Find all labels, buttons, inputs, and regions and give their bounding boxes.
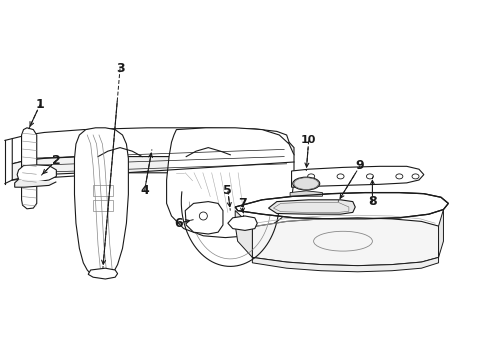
Text: 4: 4 bbox=[140, 184, 149, 197]
Text: 3: 3 bbox=[116, 62, 124, 75]
Polygon shape bbox=[252, 218, 439, 266]
Text: 8: 8 bbox=[368, 195, 377, 208]
Text: 2: 2 bbox=[52, 154, 61, 167]
Ellipse shape bbox=[293, 177, 320, 190]
Polygon shape bbox=[15, 179, 56, 187]
Polygon shape bbox=[167, 128, 294, 238]
Text: 9: 9 bbox=[356, 159, 365, 172]
Text: 5: 5 bbox=[223, 184, 232, 197]
Polygon shape bbox=[12, 128, 289, 164]
Text: 10: 10 bbox=[301, 135, 317, 145]
Polygon shape bbox=[228, 216, 257, 230]
Polygon shape bbox=[292, 166, 424, 187]
Polygon shape bbox=[88, 268, 118, 279]
Polygon shape bbox=[439, 210, 443, 257]
Polygon shape bbox=[235, 211, 252, 257]
Polygon shape bbox=[252, 257, 439, 272]
Polygon shape bbox=[185, 202, 223, 234]
Polygon shape bbox=[22, 128, 37, 209]
Text: 7: 7 bbox=[238, 197, 247, 210]
Text: 6: 6 bbox=[174, 217, 183, 230]
Polygon shape bbox=[12, 142, 294, 180]
Polygon shape bbox=[269, 200, 355, 214]
Polygon shape bbox=[235, 193, 448, 219]
Text: 1: 1 bbox=[36, 98, 45, 111]
Polygon shape bbox=[17, 165, 56, 182]
Polygon shape bbox=[290, 191, 322, 196]
Polygon shape bbox=[74, 128, 128, 277]
